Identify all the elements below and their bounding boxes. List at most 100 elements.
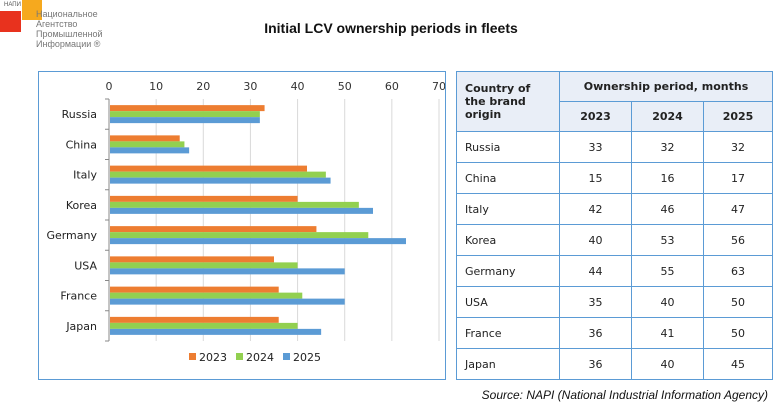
bar-2023-korea [110, 195, 298, 202]
legend-label: 2023 [199, 351, 227, 364]
x-tick-label: 40 [291, 80, 305, 93]
table-row: China 15 16 17 [456, 162, 773, 194]
table-row: Russia 33 32 32 [456, 131, 773, 163]
value-cell: 36 [559, 317, 632, 349]
bar-2025-russia [110, 117, 260, 124]
value-cell: 40 [559, 224, 632, 256]
bar-2023-germany [110, 226, 317, 233]
legend-swatch-2025 [283, 353, 290, 360]
bar-2024-germany [110, 232, 369, 239]
logo-line: Промышленной [36, 29, 103, 39]
country-cell: France [456, 317, 560, 349]
country-cell: Italy [456, 193, 560, 225]
country-cell: USA [456, 286, 560, 318]
chart-svg: 0 10 20 30 40 50 60 70 Russia China Italy Korea Germ… [46, 80, 445, 364]
year-header: 2023 [559, 101, 632, 132]
bar-2025-china [110, 147, 190, 154]
bar-2023-usa [110, 256, 274, 263]
bar-2024-china [110, 141, 185, 148]
value-cell: 55 [631, 255, 704, 287]
country-cell: Russia [456, 131, 560, 163]
bar-2025-germany [110, 238, 406, 245]
x-tick-label: 0 [106, 80, 113, 93]
category-label: Italy [73, 169, 97, 182]
table-row: Germany 44 55 63 [456, 255, 773, 287]
table-row: Japan 36 40 45 [456, 348, 773, 380]
x-tick-label: 30 [243, 80, 257, 93]
bar-2023-france [110, 286, 279, 293]
logo-text: Национальное Агентство Промышленной Инфо… [36, 9, 103, 49]
table-row: USA 35 40 50 [456, 286, 773, 318]
bar-2024-italy [110, 171, 326, 178]
value-cell: 17 [703, 162, 773, 194]
logo-line: Агентство [36, 19, 78, 29]
value-cell: 41 [631, 317, 704, 349]
category-label: France [60, 290, 97, 303]
country-header: Country of the brand origin [456, 71, 560, 132]
value-cell: 50 [703, 317, 773, 349]
value-cell: 44 [559, 255, 632, 287]
bar-2023-russia [110, 105, 265, 112]
category-label: Germany [46, 229, 97, 242]
value-cell: 50 [703, 286, 773, 318]
category-label: USA [74, 259, 97, 272]
bar-2024-russia [110, 111, 260, 118]
bar-2023-italy [110, 165, 307, 172]
value-cell: 42 [559, 193, 632, 225]
logo-abbr: НАПИ [4, 2, 21, 8]
value-cell: 40 [631, 286, 704, 318]
bar-2025-italy [110, 177, 331, 184]
x-tick-label: 10 [149, 80, 163, 93]
value-cell: 47 [703, 193, 773, 225]
bar-2025-japan [110, 328, 322, 335]
bar-2024-korea [110, 201, 359, 208]
category-label: Korea [66, 199, 97, 212]
country-cell: Germany [456, 255, 560, 287]
source-note: Source: NAPI (National Industrial Inform… [481, 388, 768, 402]
value-cell: 45 [703, 348, 773, 380]
country-cell: China [456, 162, 560, 194]
x-tick-label: 60 [385, 80, 399, 93]
bar-2023-china [110, 135, 180, 142]
year-header: 2025 [703, 101, 773, 132]
country-cell: Korea [456, 224, 560, 256]
value-cell: 32 [631, 131, 704, 163]
table-row: France 36 41 50 [456, 317, 773, 349]
bar-2025-korea [110, 207, 373, 214]
bar-2024-japan [110, 322, 298, 329]
bar-chart: 0 10 20 30 40 50 60 70 Russia China Italy Korea Germ… [38, 71, 446, 380]
category-label: Russia [62, 108, 97, 121]
category-label: Japan [65, 320, 97, 333]
logo-line: Информации ® [36, 39, 101, 49]
x-tick-label: 50 [338, 80, 352, 93]
page-title: Initial LCV ownership periods in fleets [264, 20, 518, 36]
value-cell: 46 [631, 193, 704, 225]
legend-swatch-2023 [189, 353, 196, 360]
legend-swatch-2024 [236, 353, 243, 360]
logo-orange-square [22, 0, 42, 20]
logo-red-square [0, 11, 21, 32]
year-header: 2024 [631, 101, 704, 132]
logo-line: Национальное [36, 9, 98, 19]
value-cell: 56 [703, 224, 773, 256]
value-cell: 16 [631, 162, 704, 194]
legend-label: 2024 [246, 351, 274, 364]
value-cell: 40 [631, 348, 704, 380]
legend-label: 2025 [293, 351, 321, 364]
table-row: Korea 40 53 56 [456, 224, 773, 256]
value-cell: 33 [559, 131, 632, 163]
bar-2024-france [110, 292, 303, 299]
x-tick-label: 70 [432, 80, 445, 93]
ownership-table: Country of the brand origin Ownership pe… [456, 71, 773, 380]
value-cell: 36 [559, 348, 632, 380]
value-cell: 32 [703, 131, 773, 163]
bar-2024-usa [110, 262, 298, 269]
x-tick-label: 20 [196, 80, 210, 93]
bar-2023-japan [110, 316, 279, 323]
value-cell: 53 [631, 224, 704, 256]
value-cell: 35 [559, 286, 632, 318]
table-row: Italy 42 46 47 [456, 193, 773, 225]
category-label: China [66, 138, 97, 151]
group-header: Ownership period, months [559, 71, 773, 102]
value-cell: 15 [559, 162, 632, 194]
